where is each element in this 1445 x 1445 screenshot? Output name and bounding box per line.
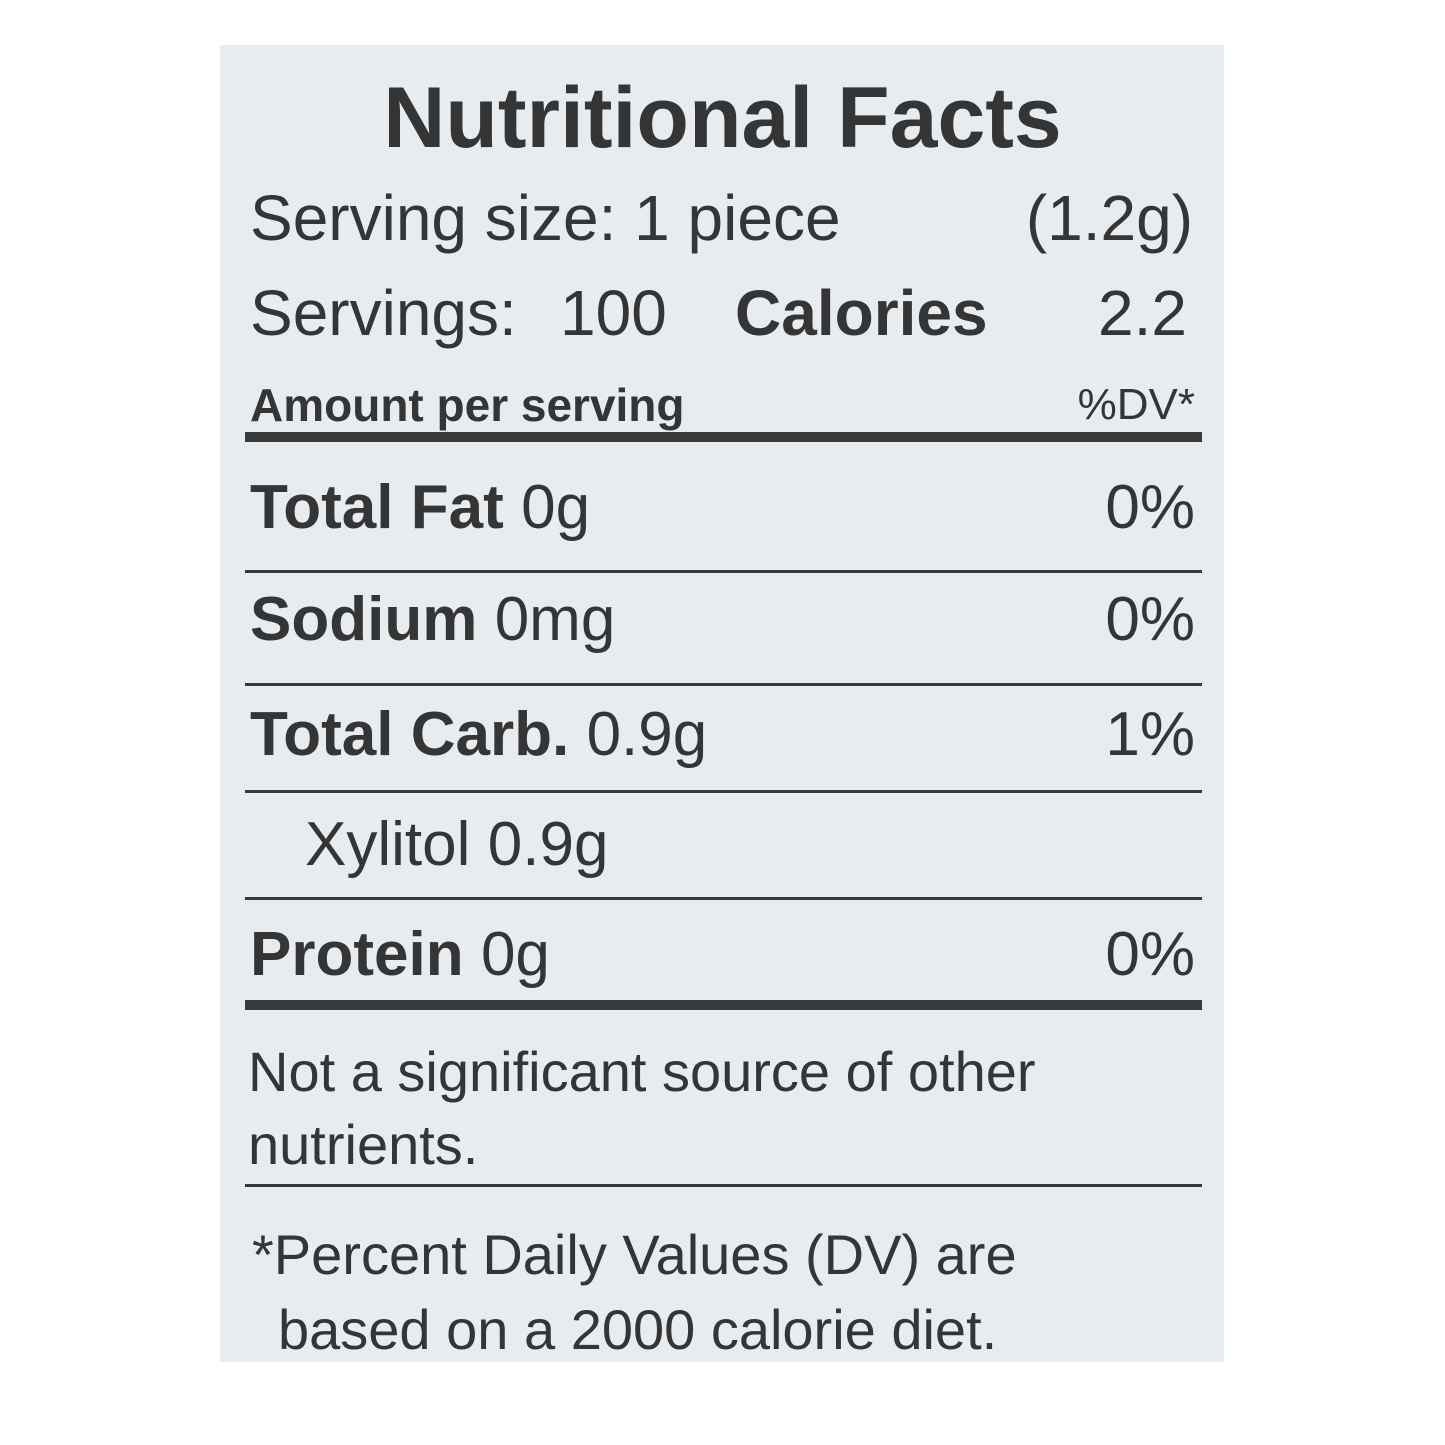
nutrient-label: Sodium 0mg (250, 589, 615, 651)
nutrient-dv: 0% (1105, 585, 1195, 654)
nutrient-dv: 1% (1105, 700, 1195, 769)
nutrient-label: Protein 0g (250, 924, 550, 986)
thick-rule (245, 1000, 1202, 1010)
nutrient-amount: 0g (480, 920, 550, 989)
nutrient-amount: 0mg (494, 585, 616, 654)
label-panel (220, 45, 1224, 1362)
thin-rule (245, 683, 1202, 686)
nutrient-name: Total Carb. (250, 700, 570, 769)
note-line: based on a 2000 calorie diet. (278, 1298, 998, 1361)
serving-size: Serving size: 1 piece (250, 182, 841, 254)
note-line: Not a significant source of other (248, 1040, 1036, 1103)
thin-rule (245, 570, 1202, 573)
dv-header: %DV* (1077, 380, 1195, 429)
nutrient-name: Sodium (250, 585, 478, 654)
note-line: *Percent Daily Values (DV) are (252, 1223, 1017, 1286)
title: Nutritional Facts (383, 70, 1062, 166)
nutrient-amount: 0.9g (487, 810, 609, 879)
servings-value: 100 (560, 277, 667, 349)
amount-header: Amount per serving (250, 379, 685, 431)
nutrient-dv: 0% (1105, 473, 1195, 542)
nutrient-name: Xylitol (305, 810, 471, 879)
nutrient-label: Total Fat 0g (250, 477, 590, 539)
calories-label: Calories (735, 277, 988, 349)
servings-label: Servings: (250, 277, 517, 349)
nutrient-amount: 0g (521, 473, 591, 542)
thin-rule (245, 1184, 1202, 1187)
nutrient-name: Total Fat (250, 473, 504, 542)
nutrient-label: Xylitol 0.9g (305, 814, 608, 876)
thin-rule (245, 897, 1202, 900)
calories-value: 2.2 (1098, 277, 1187, 349)
nutrient-label: Total Carb. 0.9g (250, 704, 707, 766)
serving-weight: (1.2g) (1025, 182, 1193, 254)
note-line: nutrients. (248, 1113, 479, 1176)
thick-rule (245, 432, 1202, 442)
thin-rule (245, 790, 1202, 793)
nutrient-dv: 0% (1105, 920, 1195, 989)
nutrient-name: Protein (250, 920, 464, 989)
nutrient-amount: 0.9g (586, 700, 708, 769)
